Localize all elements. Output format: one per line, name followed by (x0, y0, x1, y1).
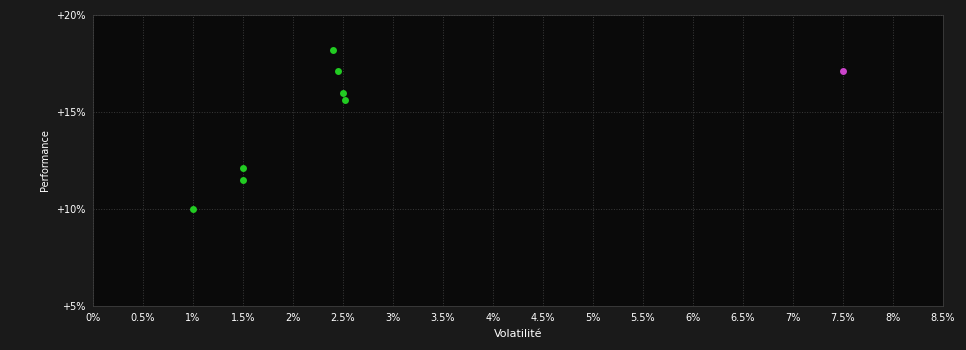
X-axis label: Volatilité: Volatilité (494, 329, 542, 339)
Point (185, 206, 201, 212)
Point (337, 98, 353, 103)
Point (325, 47, 340, 53)
Point (835, 69, 850, 74)
Point (235, 177, 250, 183)
Point (335, 90, 351, 96)
Point (235, 165, 250, 171)
Y-axis label: Performance: Performance (41, 130, 50, 191)
Point (330, 69, 346, 74)
